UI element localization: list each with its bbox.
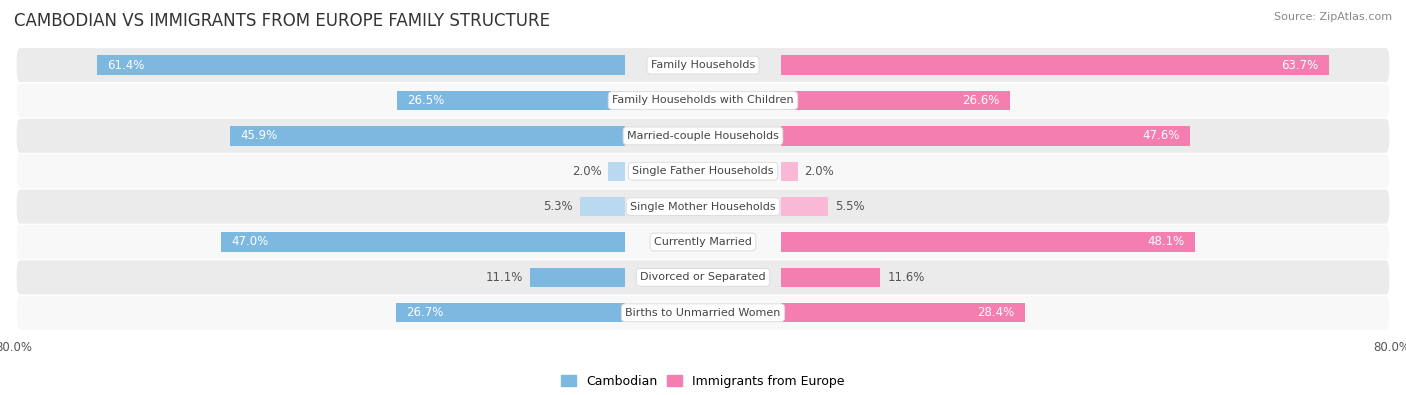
Text: 11.1%: 11.1%: [485, 271, 523, 284]
Text: 28.4%: 28.4%: [977, 306, 1015, 319]
Text: Single Mother Households: Single Mother Households: [630, 201, 776, 212]
Text: Divorced or Separated: Divorced or Separated: [640, 273, 766, 282]
Bar: [780, 55, 1329, 75]
Text: 48.1%: 48.1%: [1147, 235, 1184, 248]
Bar: [780, 126, 1191, 146]
Text: 26.6%: 26.6%: [962, 94, 1000, 107]
Bar: [780, 91, 1010, 110]
FancyBboxPatch shape: [17, 119, 1389, 153]
Bar: [780, 268, 880, 287]
Text: 26.5%: 26.5%: [408, 94, 444, 107]
FancyBboxPatch shape: [17, 260, 1389, 294]
Bar: [780, 162, 797, 181]
Text: 2.0%: 2.0%: [804, 165, 834, 178]
FancyBboxPatch shape: [17, 225, 1389, 259]
Text: CAMBODIAN VS IMMIGRANTS FROM EUROPE FAMILY STRUCTURE: CAMBODIAN VS IMMIGRANTS FROM EUROPE FAMI…: [14, 12, 550, 30]
Text: 45.9%: 45.9%: [240, 129, 278, 142]
FancyBboxPatch shape: [17, 190, 1389, 224]
Bar: [609, 162, 626, 181]
Text: Single Father Households: Single Father Households: [633, 166, 773, 176]
Text: Births to Unmarried Women: Births to Unmarried Women: [626, 308, 780, 318]
FancyBboxPatch shape: [17, 296, 1389, 330]
Bar: [97, 55, 626, 75]
FancyBboxPatch shape: [17, 48, 1389, 82]
Bar: [780, 303, 1025, 322]
Text: 2.0%: 2.0%: [572, 165, 602, 178]
Bar: [221, 232, 626, 252]
Text: 61.4%: 61.4%: [107, 58, 145, 71]
Text: 11.6%: 11.6%: [887, 271, 925, 284]
Text: Currently Married: Currently Married: [654, 237, 752, 247]
Text: Family Households: Family Households: [651, 60, 755, 70]
Bar: [395, 303, 626, 322]
Bar: [530, 268, 626, 287]
Text: 47.0%: 47.0%: [231, 235, 269, 248]
Bar: [780, 197, 828, 216]
Legend: Cambodian, Immigrants from Europe: Cambodian, Immigrants from Europe: [557, 370, 849, 393]
Bar: [231, 126, 626, 146]
Text: 5.5%: 5.5%: [835, 200, 865, 213]
Text: Family Households with Children: Family Households with Children: [612, 96, 794, 105]
Bar: [398, 91, 626, 110]
Text: 63.7%: 63.7%: [1281, 58, 1319, 71]
Bar: [780, 232, 1195, 252]
Text: Source: ZipAtlas.com: Source: ZipAtlas.com: [1274, 12, 1392, 22]
Text: 5.3%: 5.3%: [543, 200, 574, 213]
Text: 47.6%: 47.6%: [1143, 129, 1180, 142]
Text: Married-couple Households: Married-couple Households: [627, 131, 779, 141]
FancyBboxPatch shape: [17, 154, 1389, 188]
Bar: [579, 197, 626, 216]
Text: 26.7%: 26.7%: [406, 306, 443, 319]
FancyBboxPatch shape: [17, 83, 1389, 117]
